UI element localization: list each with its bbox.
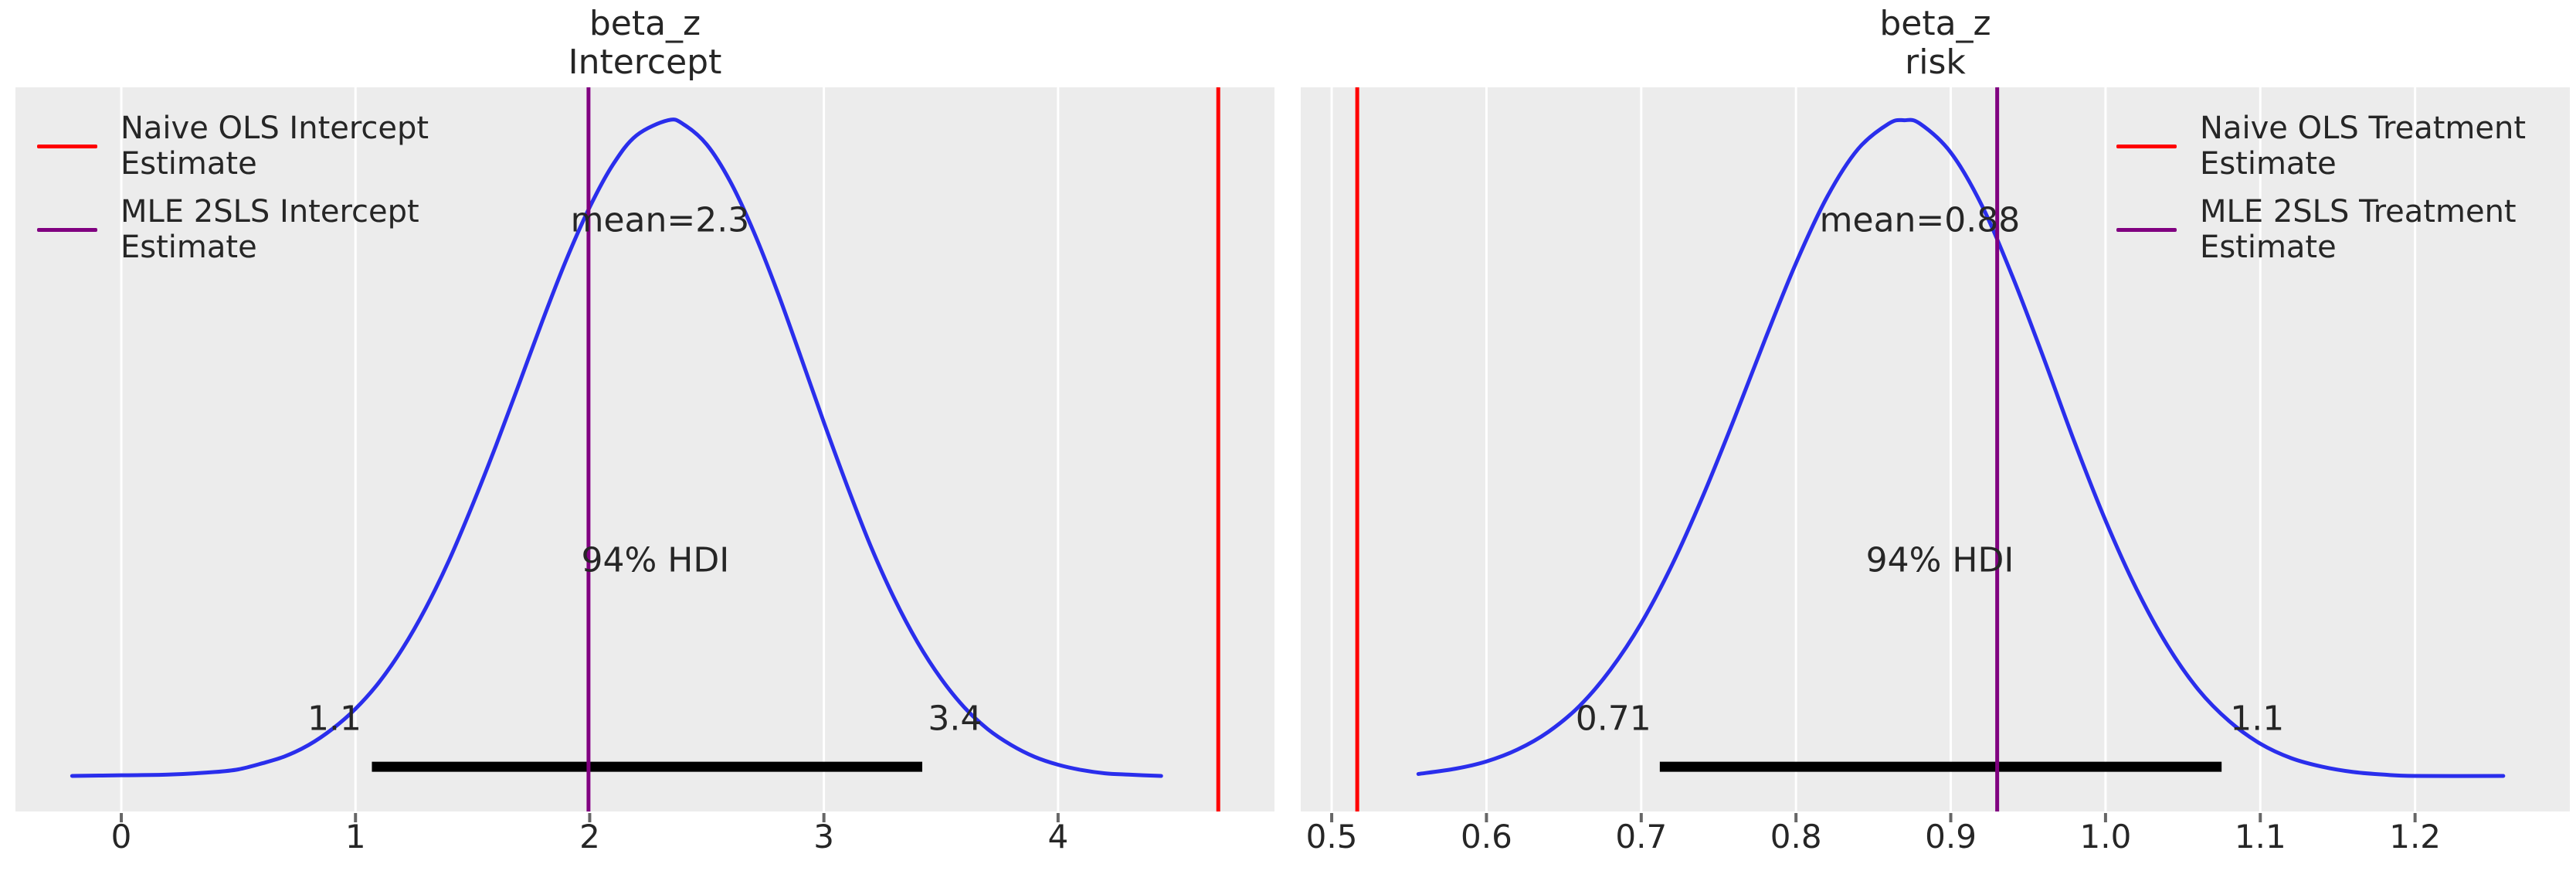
posterior-kde [70, 117, 1163, 778]
mean-label: mean=2.3 [570, 200, 750, 240]
x-tick-label: 2 [579, 818, 600, 856]
hdi-lower-bound-label: 0.71 [1575, 699, 1651, 739]
legend-label: Naive OLS Intercept Estimate [120, 111, 429, 182]
plot-beta-z-risk: beta_z risk mean=0.88 94% HDI 0.71 1.1 N… [1301, 0, 2570, 871]
legend-line-red [37, 144, 97, 148]
legend-line-purple [2116, 227, 2177, 232]
plot-beta-z-intercept: beta_z Intercept mean=2.3 94% HDI 1.1 3.… [15, 0, 1274, 871]
x-tick-label: 0.6 [1461, 818, 1512, 856]
hdi-upper-bound-label: 3.4 [928, 699, 983, 739]
legend-line-purple [37, 227, 97, 232]
x-tick-label: 1.2 [2389, 818, 2442, 856]
legend-label: MLE 2SLS Treatment Estimate [2200, 194, 2517, 265]
x-tick-label: 0.8 [1770, 818, 1822, 856]
legend-label: MLE 2SLS Intercept Estimate [120, 194, 419, 265]
x-tick-label: 0.7 [1615, 818, 1668, 856]
plot-title: beta_z risk [1879, 4, 1991, 83]
legend: Naive OLS Treatment Estimate MLE 2SLS Tr… [2116, 111, 2526, 265]
legend-label: Naive OLS Treatment Estimate [2200, 111, 2526, 182]
hdi-label: 94% HDI [1865, 540, 2014, 580]
plot-area: mean=2.3 94% HDI 1.1 3.4 Naive OLS Inter… [15, 87, 1274, 822]
x-tick-label: 0 [110, 818, 132, 856]
x-tick-label: 0.5 [1305, 818, 1358, 856]
plot-area: mean=0.88 94% HDI 0.71 1.1 Naive OLS Tre… [1301, 87, 2570, 822]
legend: Naive OLS Intercept Estimate MLE 2SLS In… [37, 111, 429, 265]
axes-background [1301, 87, 2570, 811]
legend-item-naive-ols: Naive OLS Treatment Estimate [2116, 111, 2526, 182]
hdi-upper-bound-label: 1.1 [2230, 699, 2285, 739]
x-tick-label: 0.9 [1925, 818, 1977, 856]
x-tick-label: 3 [813, 818, 835, 856]
posterior-kde [1416, 117, 2506, 778]
kde-chart-svg [1301, 87, 2570, 822]
kde-chart-svg [15, 87, 1274, 822]
x-tick-label: 1.1 [2234, 818, 2286, 856]
hdi-label: 94% HDI [581, 540, 730, 580]
legend-item-mle-2sls: MLE 2SLS Intercept Estimate [37, 194, 429, 265]
x-tick-label: 4 [1047, 818, 1069, 856]
legend-item-naive-ols: Naive OLS Intercept Estimate [37, 111, 429, 182]
legend-line-red [2116, 144, 2177, 148]
x-tick-label: 1 [344, 818, 366, 856]
axes-background [15, 87, 1274, 811]
x-tick-label: 1.0 [2079, 818, 2132, 856]
mean-label: mean=0.88 [1819, 200, 2021, 240]
legend-item-mle-2sls: MLE 2SLS Treatment Estimate [2116, 194, 2526, 265]
plot-title: beta_z Intercept [568, 4, 722, 83]
hdi-lower-bound-label: 1.1 [307, 699, 361, 739]
